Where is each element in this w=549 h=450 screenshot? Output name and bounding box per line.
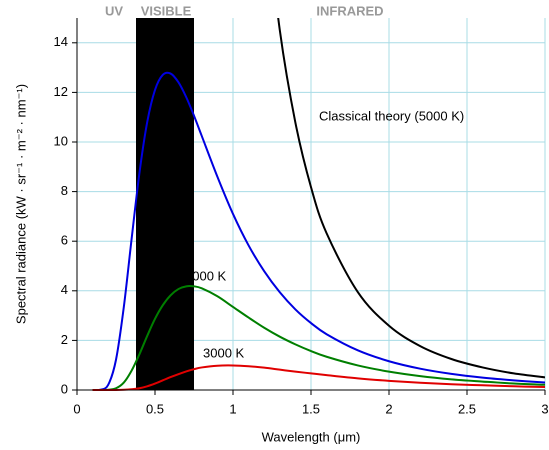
- x-tick-label: 2: [385, 401, 392, 416]
- x-tick-label: 0.5: [146, 401, 164, 416]
- curve: [92, 71, 545, 391]
- y-tick-label: 8: [61, 183, 68, 198]
- region-label: UV: [105, 3, 123, 18]
- visible-band: [136, 18, 194, 390]
- y-tick-label: 6: [61, 233, 68, 248]
- y-tick-label: 12: [54, 84, 68, 99]
- x-tick-label: 3: [541, 401, 548, 416]
- y-axis-label: Spectral radiance (kW · sr⁻¹ · m⁻² · nm⁻…: [13, 84, 28, 324]
- y-tick-label: 14: [54, 34, 68, 49]
- curve: [277, 18, 545, 379]
- x-tick-label: 2.5: [458, 401, 476, 416]
- region-label: INFRARED: [316, 3, 383, 18]
- y-tick-label: 10: [54, 133, 68, 148]
- curve: [92, 364, 545, 391]
- annotation: 4000 K: [185, 268, 227, 283]
- x-tick-label: 0: [73, 401, 80, 416]
- y-tick-label: 2: [61, 332, 68, 347]
- region-label: VISIBLE: [141, 3, 192, 18]
- annotation: Classical theory (5000 K): [319, 108, 464, 123]
- x-tick-label: 1.5: [302, 401, 320, 416]
- x-tick-label: 1: [229, 401, 236, 416]
- annotation: 3000 K: [203, 345, 245, 360]
- y-tick-label: 4: [61, 282, 68, 297]
- curve: [92, 285, 545, 391]
- y-tick-label: 0: [61, 381, 68, 396]
- x-axis-label: Wavelength (μm): [262, 429, 361, 444]
